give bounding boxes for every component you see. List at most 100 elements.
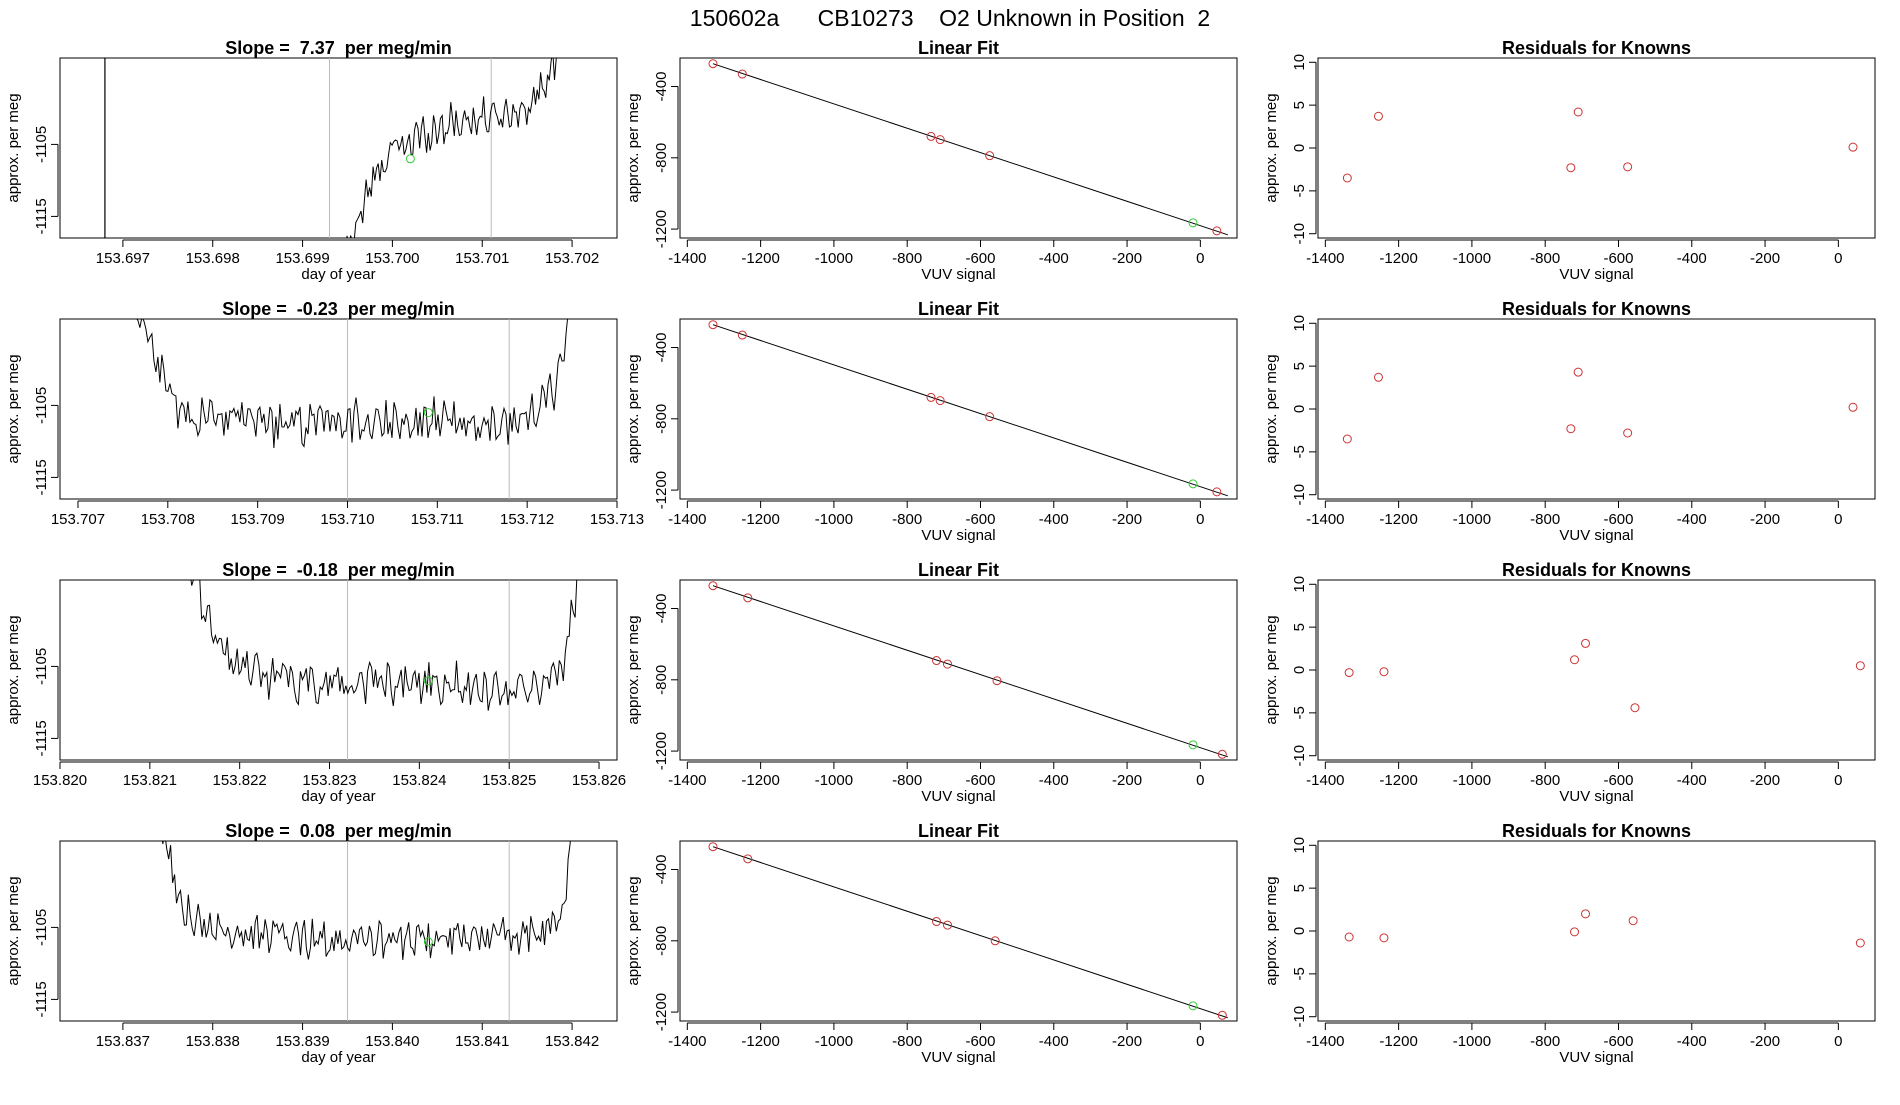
plot-area xyxy=(1342,107,1858,183)
lf1-x-tick-label: -1200 xyxy=(741,511,779,528)
rs0-y-tick-label: -10 xyxy=(1291,223,1308,245)
ts1-y-axis-label: approx. per meg xyxy=(5,354,22,463)
lf1-x-tick-label: -1400 xyxy=(668,511,706,528)
lf2-x-tick-label: -1400 xyxy=(668,772,706,789)
lf0-x-tick-label: -1400 xyxy=(668,250,706,267)
lf3-x-tick-label: -1000 xyxy=(815,1033,853,1050)
rs2-x-axis-label: VUV signal xyxy=(1559,788,1633,805)
known-point xyxy=(737,330,747,340)
ts3-x-tick-label: 153.839 xyxy=(275,1033,329,1050)
ts0-y-tick-label: -1115 xyxy=(33,198,50,234)
lf3-x-axis-label: VUV signal xyxy=(921,1049,995,1066)
known-point xyxy=(932,656,942,666)
rs3-x-tick-label: -400 xyxy=(1677,1033,1707,1050)
lf0-x-tick-label: -800 xyxy=(892,250,922,267)
time-series-panel: Slope = -0.18 per meg/min 153.820 153.821 1… xyxy=(5,560,626,805)
residuals-panel: Residuals for Knowns-1400 -1200 -1000 -800-… xyxy=(1263,560,1876,805)
ts2-x-tick-label: 153.823 xyxy=(302,772,356,789)
ts3-x-tick-label: 153.842 xyxy=(545,1033,599,1050)
lf3-x-tick-label: -1400 xyxy=(668,1033,706,1050)
ts0-x-tick-label: 153.699 xyxy=(275,250,329,267)
residual-point xyxy=(1623,162,1633,172)
unknown-point xyxy=(1188,1001,1198,1011)
lf0-x-tick-label: -200 xyxy=(1112,250,1142,267)
lf3-x-tick-label: -1200 xyxy=(741,1033,779,1050)
residual-point xyxy=(1379,933,1389,943)
rs0-x-tick-label: -1200 xyxy=(1379,250,1417,267)
lf2-y-tick-label: -800 xyxy=(653,665,670,695)
rs2-y-tick-label: 10 xyxy=(1291,576,1308,593)
ts0-x-tick-label: 153.701 xyxy=(455,250,509,267)
ts0-x-tick-label: 153.697 xyxy=(96,250,150,267)
rs3-y-tick-label: 5 xyxy=(1291,884,1308,892)
ts1-x-tick-label: 153.708 xyxy=(141,511,195,528)
lf2-x-tick-label: -1200 xyxy=(741,772,779,789)
plot-area xyxy=(1344,638,1865,713)
known-point xyxy=(935,396,945,406)
unknown-point xyxy=(423,676,433,686)
lf3-x-tick-label: -800 xyxy=(892,1033,922,1050)
ts1-x-tick-label: 153.707 xyxy=(51,511,105,528)
lf1-y-axis-label: approx. per meg xyxy=(625,354,642,463)
unknown-point xyxy=(1188,740,1198,750)
rs2-y-axis-label: approx. per meg xyxy=(1263,615,1280,724)
time-series-panel: Slope = -0.23 per meg/min 153.707 153.708 1… xyxy=(5,299,644,528)
rs0-x-tick-label: 0 xyxy=(1834,250,1842,267)
ts2-x-tick-label: 153.824 xyxy=(392,772,446,789)
rs2-y-tick-label: -5 xyxy=(1291,706,1308,719)
ts2-y-axis-label: approx. per meg xyxy=(5,615,22,724)
plot-area xyxy=(104,58,557,238)
residual-point xyxy=(1855,661,1865,671)
lf2-y-axis-label: approx. per meg xyxy=(625,615,642,724)
lf0-y-tick-label: -1200 xyxy=(653,210,670,248)
ts1-x-tick-label: 153.711 xyxy=(411,511,464,528)
lf1-x-axis-label: VUV signal xyxy=(921,527,995,544)
rs0-x-tick-label: -1400 xyxy=(1306,250,1344,267)
trace-line xyxy=(190,580,578,711)
lf3-x-tick-label: 0 xyxy=(1196,1033,1204,1050)
rs2-x-tick-label: -600 xyxy=(1603,772,1633,789)
ts1-x-tick-label: 153.710 xyxy=(320,511,374,528)
ts0-x-tick-label: 153.698 xyxy=(186,250,240,267)
lf0-x-axis-label: VUV signal xyxy=(921,266,995,283)
lf0-y-tick-label: -800 xyxy=(653,143,670,173)
ts3-x-tick-label: 153.837 xyxy=(96,1033,150,1050)
time-series-panel: Slope = 0.08 per meg/min 153.837 153.838 15… xyxy=(5,821,618,1066)
slope-title: Slope = 0.08 per meg/min xyxy=(225,821,452,841)
ts2-y-tick-label: -1105 xyxy=(33,648,50,685)
rs1-y-tick-label: 5 xyxy=(1291,362,1308,370)
residual-point xyxy=(1342,173,1352,183)
lf3-y-tick-label: -1200 xyxy=(653,993,670,1031)
residual-point xyxy=(1581,909,1591,919)
known-point xyxy=(935,135,945,145)
known-point xyxy=(743,593,753,603)
linear-fit-title: Linear Fit xyxy=(918,821,999,841)
ts3-x-tick-label: 153.841 xyxy=(455,1033,509,1050)
ts3-x-tick-label: 153.840 xyxy=(365,1033,419,1050)
rs1-x-tick-label: -400 xyxy=(1677,511,1707,528)
residual-point xyxy=(1570,655,1580,665)
rs0-x-tick-label: -200 xyxy=(1750,250,1780,267)
linear-fit-panel: Linear Fit -1400 -1200 -1000 -800 -600 -400 -20… xyxy=(625,560,1238,805)
ts2-x-tick-label: 153.826 xyxy=(572,772,626,789)
residuals-panel: Residuals for Knowns-1400 -1200 -1000 -800-… xyxy=(1263,821,1876,1066)
trace-line xyxy=(346,58,557,238)
known-point xyxy=(708,59,718,69)
lf3-frame xyxy=(679,840,1238,1022)
lf2-y-tick-label: -1200 xyxy=(653,732,670,770)
lf2-frame xyxy=(679,579,1238,761)
rs2-x-tick-label: -800 xyxy=(1530,772,1560,789)
known-point xyxy=(932,917,942,927)
rs3-y-tick-label: -5 xyxy=(1291,967,1308,980)
residuals-panel: Residuals for Knowns-1400 -1200 -1000 -800-… xyxy=(1263,299,1876,544)
lf0-x-tick-label: 0 xyxy=(1196,250,1204,267)
linear-fit-title: Linear Fit xyxy=(918,38,999,58)
rs3-x-tick-label: -600 xyxy=(1603,1033,1633,1050)
rs0-x-tick-label: -1000 xyxy=(1453,250,1491,267)
rs0-y-tick-label: 0 xyxy=(1291,144,1308,152)
residual-point xyxy=(1581,638,1591,648)
rs2-x-tick-label: -400 xyxy=(1677,772,1707,789)
residual-point xyxy=(1573,367,1583,377)
rs1-x-tick-label: -600 xyxy=(1603,511,1633,528)
